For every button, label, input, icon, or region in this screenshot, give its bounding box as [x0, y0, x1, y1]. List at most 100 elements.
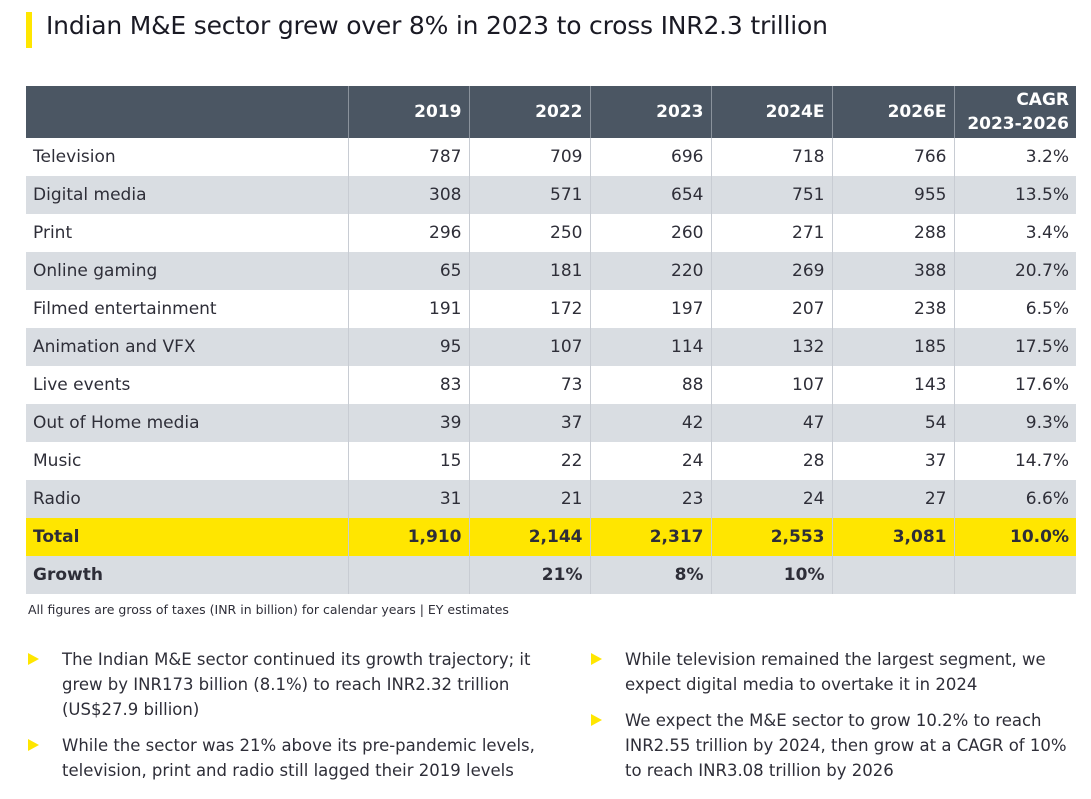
bullet-item: The Indian M&E sector continued its grow…: [28, 647, 548, 722]
table-cell: 95: [348, 328, 470, 366]
table-cell: 207: [711, 290, 833, 328]
table-row: Digital media 308 571 654 751 955 13.5%: [26, 176, 1076, 214]
growth-row: Growth 21% 8% 10%: [26, 556, 1076, 594]
table-cell: 787: [348, 138, 470, 176]
table-cell: 37: [469, 404, 591, 442]
table-cell: 37: [832, 442, 955, 480]
table-cell: 22: [469, 442, 591, 480]
table-cell: 709: [469, 138, 591, 176]
table-body: Television 787 709 696 718 766 3.2% Digital med…: [26, 138, 1076, 594]
table-cell: 269: [711, 252, 833, 290]
table-cell: 6.5%: [954, 290, 1076, 328]
table-cell: 42: [590, 404, 712, 442]
table-cell: 3,081: [832, 518, 955, 556]
table-cell: 955: [832, 176, 955, 214]
bullet-list-left: The Indian M&E sector continued its grow…: [28, 647, 548, 794]
table-cell: 260: [590, 214, 712, 252]
table-cell: 24: [711, 480, 833, 518]
title-accent-bar: [26, 12, 32, 48]
table-cell: 54: [832, 404, 955, 442]
table-cell: 107: [469, 328, 591, 366]
table-cell: 2,553: [711, 518, 833, 556]
header-cell: 2019: [348, 86, 470, 138]
table-cell: 191: [348, 290, 470, 328]
bullet-list-right: While television remained the largest se…: [591, 647, 1086, 794]
table-cell: 27: [832, 480, 955, 518]
table-cell: 271: [711, 214, 833, 252]
table-cell: 185: [832, 328, 955, 366]
header-cell: 2024E: [711, 86, 833, 138]
table-cell: 8%: [590, 556, 712, 594]
table-cell: 88: [590, 366, 712, 404]
table-cell: 571: [469, 176, 591, 214]
table-cell: 2,144: [469, 518, 591, 556]
table-row: Filmed entertainment 191 172 197 207 238 6.5%: [26, 290, 1076, 328]
table-cell: 31: [348, 480, 470, 518]
header-cell-blank: [26, 86, 349, 138]
table-cell: 308: [348, 176, 470, 214]
row-label: Online gaming: [26, 252, 349, 290]
table-cell: 6.6%: [954, 480, 1076, 518]
bullet-text: We expect the M&E sector to grow 10.2% t…: [625, 711, 1067, 780]
table-cell: 15: [348, 442, 470, 480]
table-cell: 766: [832, 138, 955, 176]
table-cell: 2,317: [590, 518, 712, 556]
table-cell: [348, 556, 470, 594]
header-cell: 2026E: [832, 86, 955, 138]
table-cell: 3.2%: [954, 138, 1076, 176]
table-cell: 17.6%: [954, 366, 1076, 404]
table-cell: 250: [469, 214, 591, 252]
table-cell: 696: [590, 138, 712, 176]
table-cell: 288: [832, 214, 955, 252]
table-cell: 388: [832, 252, 955, 290]
row-label: Print: [26, 214, 349, 252]
footnote: All figures are gross of taxes (INR in b…: [28, 602, 509, 617]
row-label: Radio: [26, 480, 349, 518]
bullet-item: While the sector was 21% above its pre-p…: [28, 733, 548, 783]
table-cell: 65: [348, 252, 470, 290]
table-row: Out of Home media 39 37 42 47 54 9.3%: [26, 404, 1076, 442]
total-row: Total 1,910 2,144 2,317 2,553 3,081 10.0%: [26, 518, 1076, 556]
table-row: Music 15 22 24 28 37 14.7%: [26, 442, 1076, 480]
table-cell: 107: [711, 366, 833, 404]
table-cell: 220: [590, 252, 712, 290]
table-cell: 17.5%: [954, 328, 1076, 366]
header-row: 2019 2022 2023 2024E 2026E CAGR 2023-2026: [26, 86, 1076, 138]
row-label: Television: [26, 138, 349, 176]
table-cell: 751: [711, 176, 833, 214]
row-label: Music: [26, 442, 349, 480]
header-cell: CAGR 2023-2026: [954, 86, 1076, 138]
table-row: Online gaming 65 181 220 269 388 20.7%: [26, 252, 1076, 290]
table-row: Print 296 250 260 271 288 3.4%: [26, 214, 1076, 252]
table-header: 2019 2022 2023 2024E 2026E CAGR 2023-2026: [26, 86, 1076, 138]
table-cell: [832, 556, 955, 594]
table-cell: 47: [711, 404, 833, 442]
table-row: Radio 31 21 23 24 27 6.6%: [26, 480, 1076, 518]
table-cell: 143: [832, 366, 955, 404]
table-cell: 10%: [711, 556, 833, 594]
header-cell: 2023: [590, 86, 712, 138]
row-label: Total: [26, 518, 349, 556]
table-cell: 83: [348, 366, 470, 404]
table-cell: 9.3%: [954, 404, 1076, 442]
table-row: Animation and VFX 95 107 114 132 185 17.5%: [26, 328, 1076, 366]
table-cell: 73: [469, 366, 591, 404]
table-cell: 181: [469, 252, 591, 290]
table-cell: 39: [348, 404, 470, 442]
table-cell: 197: [590, 290, 712, 328]
table-cell: 23: [590, 480, 712, 518]
table-cell: 21%: [469, 556, 591, 594]
table-cell: 654: [590, 176, 712, 214]
data-table: 2019 2022 2023 2024E 2026E CAGR 2023-2026 Tele…: [26, 86, 1076, 594]
bullet-item: While television remained the largest se…: [591, 647, 1086, 697]
table-cell: [954, 556, 1076, 594]
table-cell: 114: [590, 328, 712, 366]
row-label: Digital media: [26, 176, 349, 214]
page-title: Indian M&E sector grew over 8% in 2023 t…: [46, 11, 828, 40]
table-cell: 3.4%: [954, 214, 1076, 252]
triangle-bullet-icon: [591, 714, 602, 726]
row-label: Filmed entertainment: [26, 290, 349, 328]
bullet-text: While television remained the largest se…: [625, 650, 1046, 694]
bullet-item: We expect the M&E sector to grow 10.2% t…: [591, 708, 1086, 783]
triangle-bullet-icon: [28, 653, 39, 665]
